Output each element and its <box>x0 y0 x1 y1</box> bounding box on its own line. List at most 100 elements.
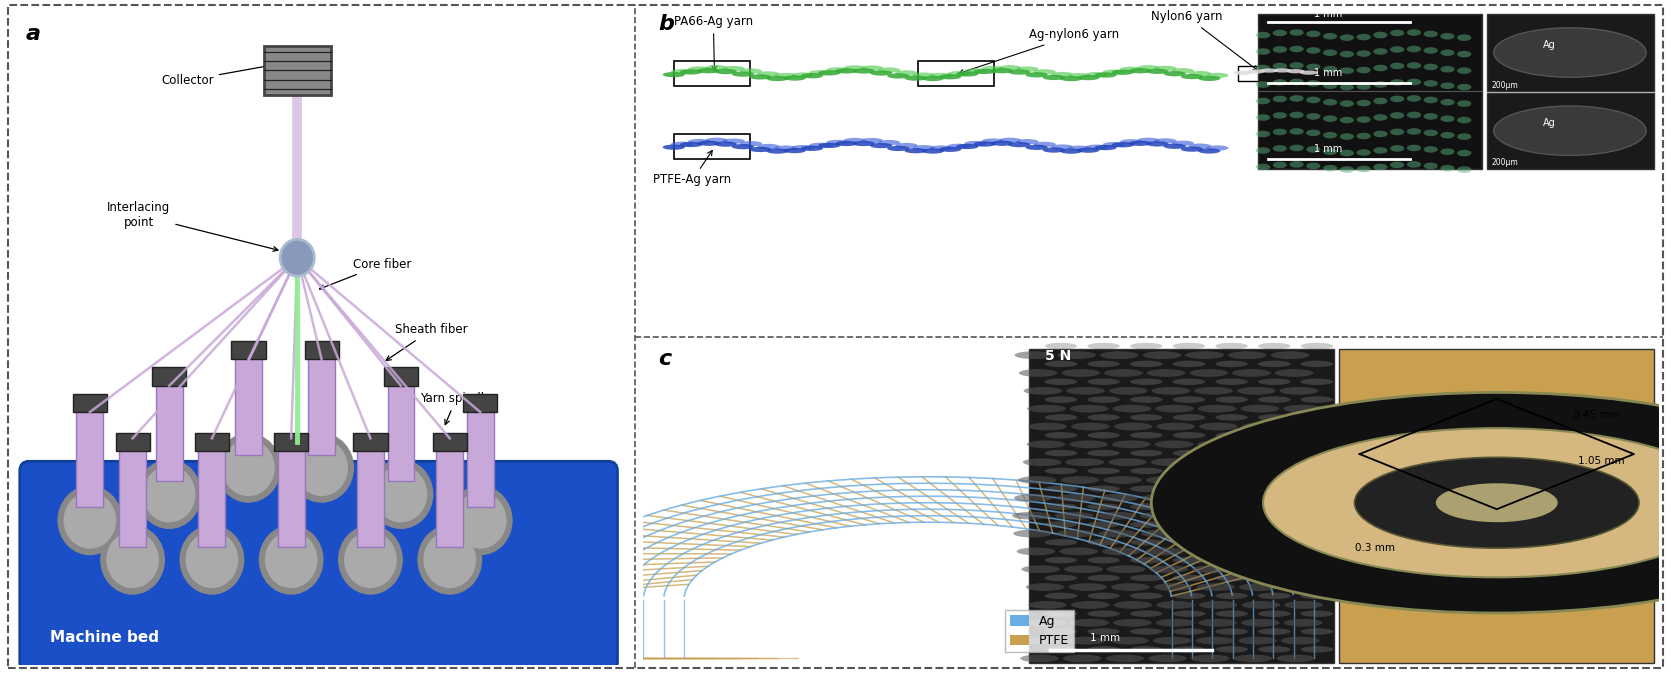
Ellipse shape <box>1148 655 1186 662</box>
Ellipse shape <box>1195 637 1235 645</box>
Ellipse shape <box>871 71 892 75</box>
Ellipse shape <box>1258 468 1290 474</box>
Ellipse shape <box>1188 71 1211 76</box>
Ellipse shape <box>1300 450 1333 456</box>
Ellipse shape <box>1407 46 1420 52</box>
Ellipse shape <box>1235 565 1273 573</box>
Ellipse shape <box>1008 142 1031 147</box>
Ellipse shape <box>1215 361 1248 367</box>
Ellipse shape <box>1390 96 1404 102</box>
Ellipse shape <box>1191 655 1230 662</box>
Ellipse shape <box>1130 361 1163 367</box>
Ellipse shape <box>1283 619 1322 627</box>
Ellipse shape <box>1140 511 1178 520</box>
Ellipse shape <box>740 69 762 74</box>
Ellipse shape <box>1155 440 1193 448</box>
Ellipse shape <box>1307 64 1320 70</box>
Ellipse shape <box>1198 619 1237 627</box>
Ellipse shape <box>1033 142 1056 147</box>
Text: Machine bed: Machine bed <box>50 630 159 645</box>
Ellipse shape <box>1059 76 1083 81</box>
Ellipse shape <box>1173 610 1205 617</box>
Ellipse shape <box>1258 629 1290 635</box>
Ellipse shape <box>1457 100 1472 107</box>
Ellipse shape <box>1258 557 1290 563</box>
Ellipse shape <box>1257 48 1270 55</box>
Ellipse shape <box>1113 423 1153 431</box>
Ellipse shape <box>1307 80 1320 87</box>
Ellipse shape <box>663 145 685 150</box>
Ellipse shape <box>1273 548 1312 555</box>
Ellipse shape <box>1340 117 1354 123</box>
Ellipse shape <box>1084 145 1108 150</box>
Circle shape <box>100 526 164 594</box>
Ellipse shape <box>1258 450 1290 456</box>
Ellipse shape <box>1390 63 1404 69</box>
Ellipse shape <box>1340 51 1354 57</box>
Text: Nylon6 yarn: Nylon6 yarn <box>1151 10 1258 71</box>
Ellipse shape <box>774 145 797 151</box>
Ellipse shape <box>1233 71 1252 75</box>
Bar <box>1238 67 1283 81</box>
Circle shape <box>1494 106 1646 155</box>
Ellipse shape <box>1307 47 1320 54</box>
Ellipse shape <box>912 145 934 150</box>
Ellipse shape <box>1323 132 1337 139</box>
Ellipse shape <box>1340 100 1354 107</box>
Bar <box>358 441 384 546</box>
Bar <box>196 433 229 452</box>
Ellipse shape <box>1407 161 1420 168</box>
Ellipse shape <box>1390 145 1404 151</box>
Ellipse shape <box>1278 458 1317 466</box>
Ellipse shape <box>1215 503 1248 510</box>
Ellipse shape <box>1300 539 1333 546</box>
Ellipse shape <box>1407 145 1420 151</box>
Ellipse shape <box>715 141 737 147</box>
Ellipse shape <box>792 73 814 77</box>
Circle shape <box>344 532 396 588</box>
Ellipse shape <box>1173 414 1205 421</box>
Ellipse shape <box>1014 494 1053 502</box>
Ellipse shape <box>1188 143 1211 149</box>
Circle shape <box>58 487 122 555</box>
Ellipse shape <box>904 75 927 81</box>
Ellipse shape <box>1173 593 1205 599</box>
Ellipse shape <box>1340 150 1354 156</box>
Ellipse shape <box>1156 423 1195 431</box>
Ellipse shape <box>1173 503 1205 510</box>
Ellipse shape <box>1307 97 1320 103</box>
Ellipse shape <box>1273 476 1313 484</box>
Point <box>254 67 274 75</box>
Ellipse shape <box>1141 530 1180 538</box>
Ellipse shape <box>1257 32 1270 38</box>
Ellipse shape <box>1340 34 1354 41</box>
Ellipse shape <box>1357 116 1370 123</box>
Ellipse shape <box>1285 423 1323 431</box>
Ellipse shape <box>825 67 849 73</box>
Ellipse shape <box>1111 69 1135 75</box>
Ellipse shape <box>1058 351 1096 359</box>
Ellipse shape <box>1290 112 1303 118</box>
Ellipse shape <box>1407 95 1420 102</box>
Ellipse shape <box>1155 404 1193 413</box>
Ellipse shape <box>1044 593 1078 599</box>
Ellipse shape <box>1163 143 1186 149</box>
Ellipse shape <box>1044 378 1078 385</box>
Ellipse shape <box>1374 131 1387 137</box>
Ellipse shape <box>1240 440 1278 448</box>
Text: Ag-nylon6 yarn: Ag-nylon6 yarn <box>959 28 1120 74</box>
Ellipse shape <box>1300 432 1333 439</box>
Ellipse shape <box>1237 387 1275 394</box>
Ellipse shape <box>1215 646 1248 653</box>
Ellipse shape <box>1013 530 1051 538</box>
Ellipse shape <box>1228 351 1267 359</box>
Ellipse shape <box>1440 82 1454 89</box>
Ellipse shape <box>1173 468 1205 474</box>
Ellipse shape <box>1357 100 1370 106</box>
Ellipse shape <box>999 138 1021 143</box>
Ellipse shape <box>705 138 727 143</box>
Ellipse shape <box>1044 646 1078 653</box>
Bar <box>277 441 304 546</box>
Ellipse shape <box>1068 73 1091 78</box>
Ellipse shape <box>1242 423 1280 431</box>
